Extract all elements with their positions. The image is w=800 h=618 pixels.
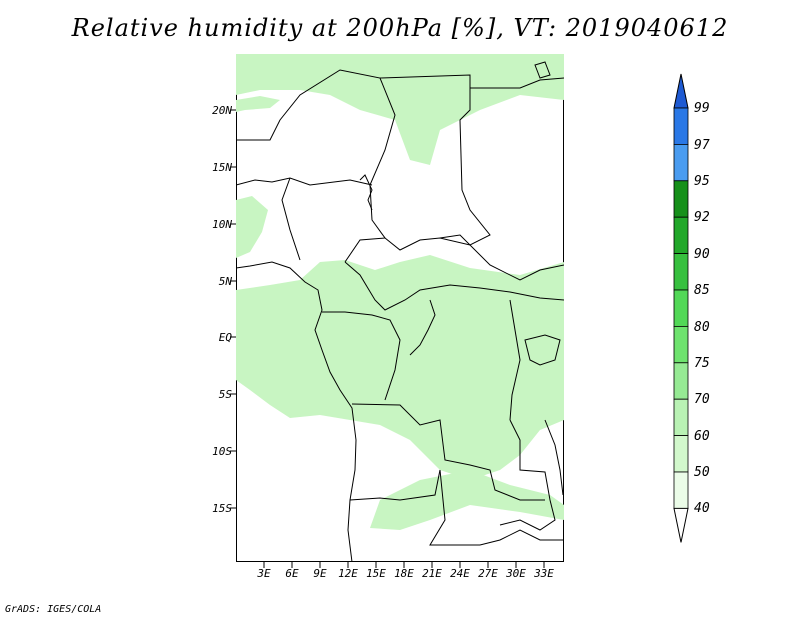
colorbar-label: 40 [694,501,710,516]
colorbar-label: 99 [694,101,710,116]
colorbar-arrow-top [673,73,689,109]
colorbar-bin [673,180,689,218]
lat-label: 15S [212,502,232,515]
axis-ticks [230,109,545,568]
lon-label: 12E [338,567,358,580]
border-line [524,334,561,366]
border-line [534,61,551,79]
country-borders [236,61,564,562]
border-line [359,174,373,211]
colorbar-bin [673,398,689,437]
border-line [509,299,521,421]
lon-label: 3E [257,567,271,580]
colorbar-label: 92 [694,210,710,225]
humidity-area-north-west [236,96,280,112]
lon-label: 21E [422,567,442,580]
humidity-area-central [236,255,564,480]
colorbar-label: 90 [694,247,710,262]
colorbar-bin [673,143,689,182]
border-line [439,234,564,281]
border-line [349,469,441,501]
colorbar-bin [673,216,689,254]
colorbar [673,73,689,543]
chart-title: Relative humidity at 200hPa [%], VT: 201… [71,14,729,42]
lon-label: 24E [450,567,470,580]
border-line [409,299,436,356]
lon-label: 30E [506,567,526,580]
lat-label: 20N [212,104,232,117]
lon-label: 33E [534,567,554,580]
lat-label: 5S [218,388,232,401]
humidity-area-west-10n [236,196,268,258]
colorbar-label: 75 [694,356,710,371]
lon-label: 27E [478,567,498,580]
colorbar-bin [673,471,689,509]
lat-label: EQ [218,331,232,344]
border-line [499,419,556,531]
humidity-field [236,54,564,530]
colorbar-bin [673,253,689,291]
colorbar-bin [673,325,689,364]
border-line [351,403,545,501]
colorbar-label: 70 [694,392,710,407]
colorbar-label: 85 [694,283,710,298]
colorbar-arrow-bottom [673,507,689,543]
border-line [281,177,301,261]
border-line [544,419,564,496]
lon-label: 6E [285,567,299,580]
lat-label: 10S [212,445,232,458]
lon-label: 9E [313,567,327,580]
border-line [429,469,564,546]
colorbar-bin [673,289,689,327]
footer-credit: GrADS: IGES/COLA [5,604,102,615]
lon-label: 15E [366,567,386,580]
colorbar-label: 60 [694,429,710,444]
colorbar-bin [673,435,689,473]
colorbar-label: 95 [694,174,710,189]
colorbar-label: 50 [694,465,710,480]
colorbar-bin [673,362,689,400]
lat-label: 5N [218,275,232,288]
border-line [322,311,401,401]
lat-label: 10N [212,218,232,231]
humidity-area-north [236,54,564,165]
border-line [379,74,491,251]
border-line [236,261,357,562]
border-line [470,77,564,89]
colorbar-label: 80 [694,320,710,335]
colorbar-label: 97 [694,138,710,153]
lat-label: 15N [212,161,232,174]
humidity-area-south [370,470,564,530]
colorbar-bin [673,107,689,145]
lon-label: 18E [394,567,414,580]
border-line [344,261,564,311]
